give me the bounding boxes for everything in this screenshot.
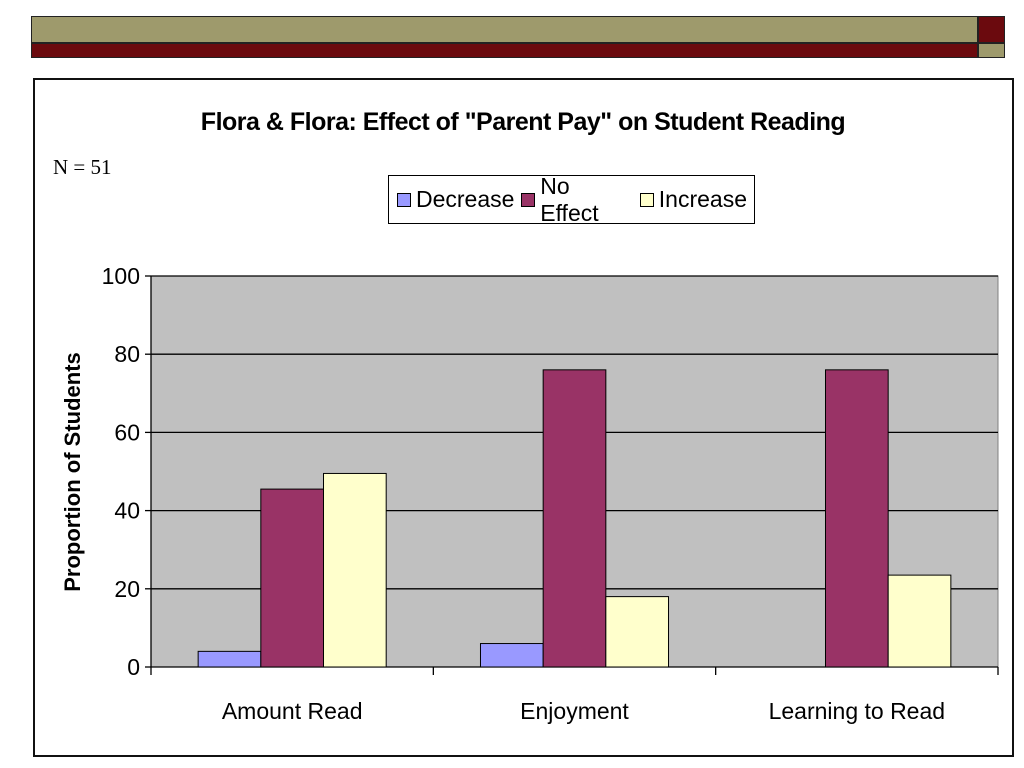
sample-size-label: N = 51	[53, 155, 112, 179]
header-maroon-band	[31, 43, 978, 58]
legend-swatch-no-effect	[521, 192, 536, 207]
bar-amount-read-no-effect	[260, 488, 325, 668]
bar-amount-read-increase	[323, 472, 387, 668]
bar-amount-read-decrease	[197, 650, 262, 668]
bar-learning-to-read-no-effect	[824, 369, 889, 668]
chart-title: Flora & Flora: Effect of "Parent Pay" on…	[200, 108, 846, 136]
bar-enjoyment-no-effect	[542, 369, 607, 668]
legend-swatch-decrease	[397, 192, 411, 207]
y-tick-label-40: 40	[114, 498, 140, 524]
header-olive-band	[31, 16, 978, 43]
x-tick-label-learning-to-read: Learning to Read	[769, 698, 945, 724]
header-olive-square	[978, 43, 1005, 58]
legend-label-decrease: Decrease	[416, 186, 515, 212]
x-tick-label-amount-read: Amount Read	[222, 698, 363, 724]
bar-enjoyment-increase	[605, 596, 670, 668]
y-tick-label-0: 0	[127, 654, 140, 680]
y-axis-title: Proportion of Students	[60, 352, 85, 592]
legend-label-increase: Increase	[658, 186, 747, 212]
legend-item-decrease: Decrease	[397, 186, 514, 213]
header-maroon-square	[978, 16, 1005, 43]
legend-label-no-effect: No Effect	[540, 172, 599, 226]
x-tick-label-enjoyment: Enjoyment	[520, 698, 629, 724]
legend-swatch-increase	[639, 192, 654, 207]
bar-learning-to-read-increase	[887, 574, 952, 668]
bar-enjoyment-decrease	[479, 643, 544, 668]
y-tick-label-100: 100	[102, 263, 140, 289]
legend-item-no-effect: No Effect	[521, 173, 632, 227]
chart-legend: Decrease No Effect Increase	[388, 173, 755, 227]
y-tick-label-20: 20	[114, 576, 140, 602]
y-tick-label-80: 80	[114, 341, 140, 367]
y-tick-label-60: 60	[114, 419, 140, 445]
legend-item-increase: Increase	[639, 186, 747, 213]
